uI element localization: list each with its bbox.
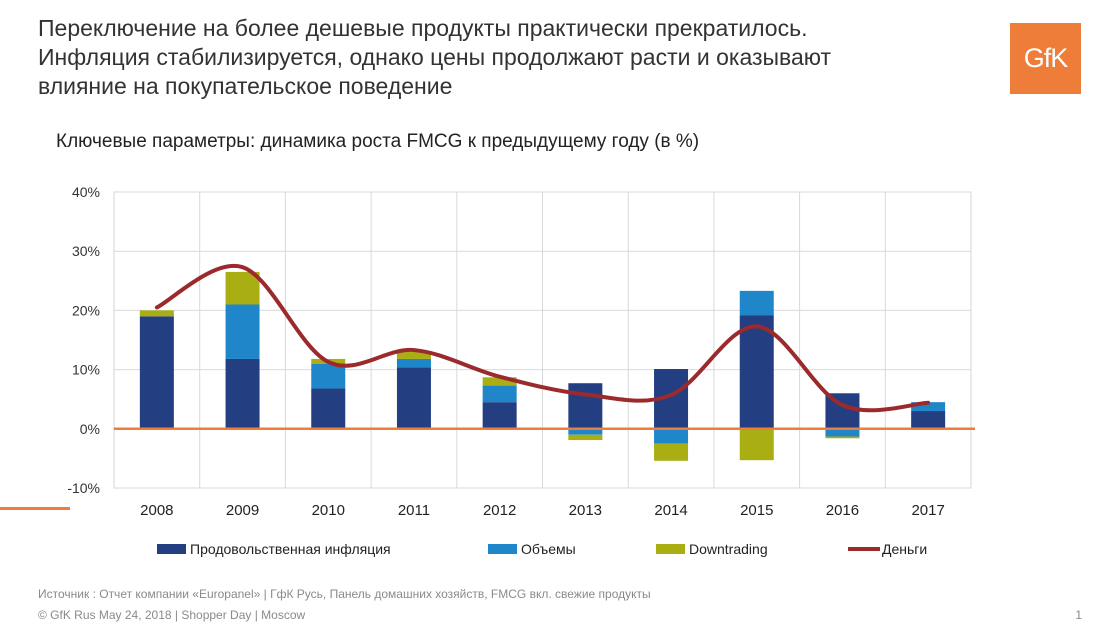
bar-segment-1 — [139, 316, 174, 429]
bar-segment-2 — [825, 428, 860, 437]
bar-segment-3 — [396, 351, 431, 359]
bar-segment-1 — [911, 411, 946, 429]
bar-segment-3 — [139, 310, 174, 317]
bar-segment-3 — [482, 377, 517, 386]
legend-swatch — [656, 544, 685, 554]
title-line-1: Переключение на более дешевые продукты п… — [38, 15, 808, 41]
legend-label: Downtrading — [689, 541, 768, 557]
x-tick-label: 2012 — [483, 502, 516, 519]
bar-segment-2 — [396, 358, 431, 368]
y-tick-label: 10% — [72, 362, 100, 378]
x-tick-label: 2017 — [911, 502, 944, 519]
bar-segment-1 — [739, 315, 774, 429]
bar-segment-3 — [739, 428, 774, 461]
footer-text: © GfK Rus May 24, 2018 | Shopper Day | M… — [38, 608, 306, 622]
x-tick-label: 2010 — [312, 502, 345, 519]
title-line-3: влияние на покупательское поведение — [38, 73, 453, 99]
title-line-2: Инфляция стабилизируется, однако цены пр… — [38, 44, 832, 70]
legend-label: Продовольственная инфляция — [190, 541, 391, 557]
bar-segment-2 — [482, 385, 517, 403]
x-tick-label: 2015 — [740, 502, 773, 519]
bar-segment-1 — [311, 388, 346, 429]
bar-segment-2 — [225, 304, 260, 359]
x-tick-label: 2011 — [398, 502, 430, 519]
bar-segment-1 — [225, 358, 260, 429]
chart-subtitle: Ключевые параметры: динамика роста FMCG … — [56, 131, 700, 152]
bar-segment-3 — [568, 434, 603, 441]
y-tick-label: 40% — [72, 184, 100, 200]
x-tick-label: 2009 — [226, 502, 259, 519]
y-tick-label: -10% — [67, 480, 100, 496]
line-series-money — [154, 263, 931, 413]
bar-segment-3 — [654, 443, 689, 461]
bar-segment-2 — [311, 363, 346, 389]
page-number: 1 — [1075, 608, 1082, 622]
bar-segment-1 — [568, 383, 603, 429]
source-note: Источник : Отчет компании «Europanel» | … — [38, 587, 651, 601]
legend-swatch — [488, 544, 517, 554]
bar-segment-2 — [654, 428, 689, 444]
bar-segment-2 — [739, 290, 774, 316]
bar-segment-1 — [482, 402, 517, 429]
x-tick-label: 2008 — [140, 502, 173, 519]
x-tick-label: 2016 — [826, 502, 859, 519]
bar-segment-3 — [825, 436, 860, 439]
y-tick-label: 30% — [72, 243, 100, 259]
bar-segment-1 — [396, 367, 431, 429]
gfk-logo: GfK — [1010, 23, 1081, 94]
y-tick-label: 0% — [80, 421, 100, 437]
accent-divider — [0, 507, 70, 510]
legend-swatch — [157, 544, 186, 554]
bar-segment-2 — [911, 402, 946, 412]
x-tick-label: 2013 — [569, 502, 602, 519]
bar-segment-2 — [568, 428, 603, 435]
x-tick-label: 2014 — [654, 502, 687, 519]
y-tick-label: 20% — [72, 302, 100, 318]
legend-label: Объемы — [521, 541, 576, 557]
legend-label: Деньги — [882, 541, 927, 557]
bar-segment-3 — [225, 271, 260, 305]
slide-title: Переключение на более дешевые продукты п… — [38, 14, 988, 101]
